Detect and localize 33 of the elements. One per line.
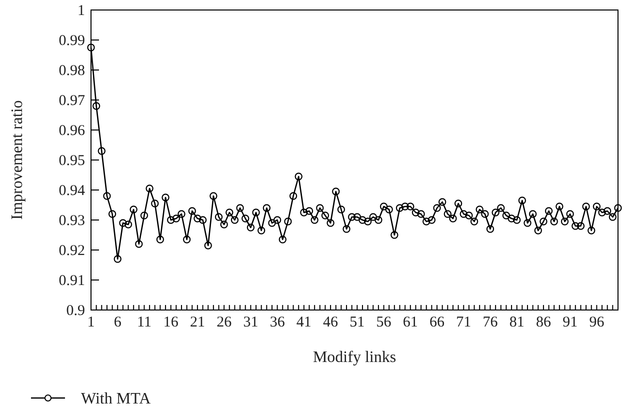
- x-tick-label: 56: [376, 314, 392, 331]
- x-tick-label: 26: [216, 314, 232, 331]
- x-axis-title: Modify links: [312, 349, 396, 366]
- x-tick-label: 96: [589, 314, 605, 331]
- x-tick-label: 11: [137, 314, 152, 331]
- x-tick-label: 91: [562, 314, 578, 331]
- x-tick-label: 41: [296, 314, 312, 331]
- x-tick-label: 16: [163, 314, 179, 331]
- x-tick-label: 71: [456, 314, 472, 331]
- x-tick-label: 66: [430, 314, 446, 331]
- y-tick-label: 0.91: [58, 272, 85, 289]
- y-tick-label: 0.93: [58, 212, 85, 229]
- y-tick-label: 0.97: [58, 92, 86, 109]
- y-axis-title: Improvement ratio: [9, 100, 26, 220]
- y-tick-label: 1: [78, 2, 85, 19]
- y-tick-label: 0.92: [58, 242, 85, 259]
- x-tick-label: 51: [350, 314, 365, 331]
- x-tick-label: 21: [190, 314, 205, 331]
- y-tick-label: 0.96: [58, 122, 86, 139]
- x-tick-label: 86: [536, 314, 552, 331]
- y-tick-label: 0.99: [58, 32, 85, 49]
- x-tick-label: 61: [402, 314, 418, 331]
- y-tick-label: 0.95: [58, 152, 85, 169]
- y-tick-label: 0.9: [66, 302, 85, 319]
- x-tick-label: 31: [243, 314, 258, 331]
- x-tick-label: 36: [270, 314, 286, 331]
- x-tick-label: 76: [482, 314, 498, 331]
- y-tick-label: 0.98: [58, 62, 85, 79]
- x-tick-label: 6: [114, 314, 122, 331]
- y-tick-label: 0.94: [58, 182, 86, 199]
- x-tick-label: 81: [509, 314, 524, 331]
- legend-label: With MTA: [81, 390, 152, 408]
- x-tick-label: 46: [323, 314, 339, 331]
